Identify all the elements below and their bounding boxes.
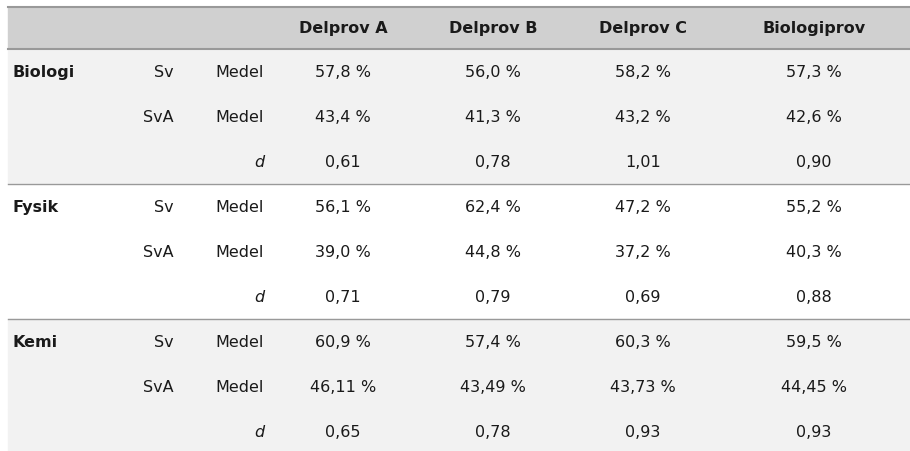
- Text: 0,71: 0,71: [325, 290, 360, 304]
- Text: Delprov B: Delprov B: [449, 22, 537, 37]
- Text: 0,93: 0,93: [625, 424, 661, 439]
- Bar: [8, 184, 910, 230]
- Bar: [8, 140, 910, 184]
- Text: 55,2 %: 55,2 %: [786, 199, 842, 215]
- Text: 1,01: 1,01: [625, 155, 661, 170]
- Text: 59,5 %: 59,5 %: [786, 334, 842, 349]
- Text: Delprov C: Delprov C: [599, 22, 687, 37]
- Text: 62,4 %: 62,4 %: [465, 199, 521, 215]
- Text: Medel: Medel: [216, 199, 264, 215]
- Text: Kemi: Kemi: [12, 334, 57, 349]
- Text: 0,78: 0,78: [475, 155, 511, 170]
- Text: 41,3 %: 41,3 %: [465, 110, 521, 125]
- Text: 0,69: 0,69: [625, 290, 661, 304]
- Text: 0,90: 0,90: [796, 155, 832, 170]
- Text: 37,2 %: 37,2 %: [615, 244, 671, 259]
- Text: 46,11 %: 46,11 %: [310, 379, 376, 394]
- Text: 43,49 %: 43,49 %: [460, 379, 526, 394]
- Text: 0,78: 0,78: [475, 424, 511, 439]
- Text: SvA: SvA: [144, 244, 174, 259]
- Text: Sv: Sv: [155, 65, 174, 80]
- Text: 56,1 %: 56,1 %: [315, 199, 371, 215]
- Text: d: d: [254, 424, 264, 439]
- Text: 39,0 %: 39,0 %: [315, 244, 371, 259]
- Text: Biologi: Biologi: [12, 65, 75, 80]
- Text: 57,8 %: 57,8 %: [315, 65, 371, 80]
- Text: SvA: SvA: [144, 379, 174, 394]
- Text: 60,9 %: 60,9 %: [315, 334, 371, 349]
- Bar: [8, 8, 910, 50]
- Text: 0,61: 0,61: [325, 155, 360, 170]
- Text: 58,2 %: 58,2 %: [615, 65, 671, 80]
- Text: Medel: Medel: [216, 379, 264, 394]
- Text: Medel: Medel: [216, 110, 264, 125]
- Text: Delprov A: Delprov A: [298, 22, 388, 37]
- Bar: [8, 230, 910, 274]
- Bar: [8, 95, 910, 140]
- Text: 44,45 %: 44,45 %: [781, 379, 847, 394]
- Text: 43,2 %: 43,2 %: [615, 110, 671, 125]
- Text: Sv: Sv: [155, 199, 174, 215]
- Text: 60,3 %: 60,3 %: [615, 334, 671, 349]
- Text: Medel: Medel: [216, 65, 264, 80]
- Text: 0,93: 0,93: [796, 424, 832, 439]
- Text: 0,88: 0,88: [796, 290, 832, 304]
- Bar: [8, 409, 910, 451]
- Text: Medel: Medel: [216, 244, 264, 259]
- Text: d: d: [254, 155, 264, 170]
- Text: 40,3 %: 40,3 %: [786, 244, 842, 259]
- Text: 57,4 %: 57,4 %: [465, 334, 521, 349]
- Text: 43,4 %: 43,4 %: [315, 110, 371, 125]
- Text: 57,3 %: 57,3 %: [786, 65, 842, 80]
- Bar: [8, 364, 910, 409]
- Text: 0,79: 0,79: [475, 290, 511, 304]
- Text: SvA: SvA: [144, 110, 174, 125]
- Text: 56,0 %: 56,0 %: [465, 65, 521, 80]
- Text: d: d: [254, 290, 264, 304]
- Text: 0,65: 0,65: [325, 424, 360, 439]
- Text: Sv: Sv: [155, 334, 174, 349]
- Text: Biologiprov: Biologiprov: [763, 22, 865, 37]
- Bar: [8, 50, 910, 95]
- Text: Fysik: Fysik: [12, 199, 58, 215]
- Bar: [8, 319, 910, 364]
- Text: 42,6 %: 42,6 %: [786, 110, 842, 125]
- Text: 44,8 %: 44,8 %: [465, 244, 521, 259]
- Text: Medel: Medel: [216, 334, 264, 349]
- Text: 47,2 %: 47,2 %: [615, 199, 671, 215]
- Text: 43,73 %: 43,73 %: [610, 379, 676, 394]
- Bar: [8, 274, 910, 319]
